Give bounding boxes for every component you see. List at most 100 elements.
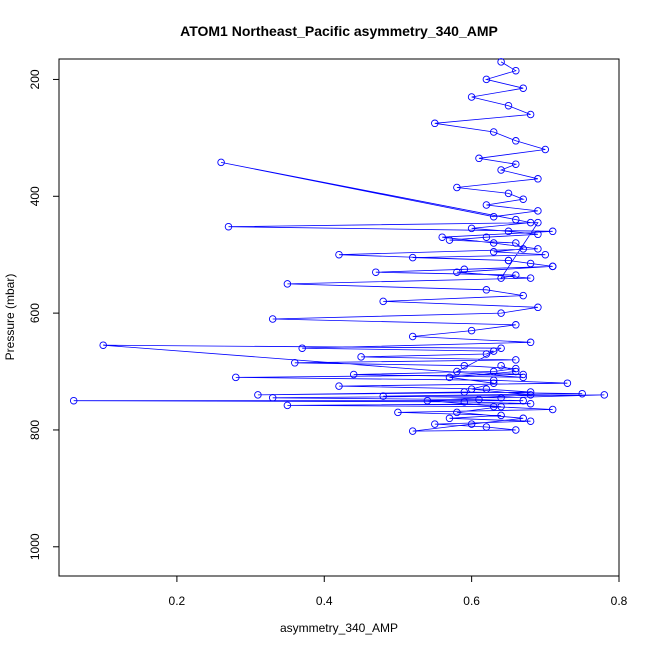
data-point <box>232 373 240 382</box>
data-point <box>497 344 505 352</box>
data-point <box>460 265 469 274</box>
data-point <box>512 364 520 373</box>
data-point <box>283 401 292 410</box>
y-tick-label: 800 <box>28 420 42 440</box>
data-point <box>460 361 469 370</box>
data-point <box>394 408 402 417</box>
data-point <box>519 84 527 92</box>
data-point <box>217 158 225 167</box>
data-point <box>438 233 446 241</box>
data-point <box>497 58 505 66</box>
data-point <box>512 271 520 279</box>
data-point <box>224 222 233 231</box>
data-point <box>489 248 498 256</box>
y-tick-label: 1000 <box>28 533 42 560</box>
data-point <box>541 145 550 154</box>
data-point <box>512 137 520 145</box>
data-point <box>467 224 476 233</box>
data-point <box>497 394 505 402</box>
data-point <box>534 175 542 183</box>
x-tick-label: 0.2 <box>169 594 186 608</box>
data-point <box>467 420 476 428</box>
data-point <box>349 370 358 379</box>
data-point <box>526 110 535 119</box>
data-point <box>504 227 513 236</box>
data-point <box>526 399 535 408</box>
data-point <box>497 309 505 317</box>
data-point <box>482 75 491 84</box>
data-point <box>379 297 387 306</box>
data-point <box>408 253 417 262</box>
data-point <box>512 426 520 434</box>
data-point <box>489 239 498 247</box>
data-point <box>467 93 476 101</box>
data-point <box>512 239 520 247</box>
data-point <box>453 183 461 192</box>
data-point <box>526 391 535 399</box>
data-point <box>482 233 491 241</box>
data-point <box>519 373 527 382</box>
data-point <box>489 379 498 387</box>
data-point <box>460 398 469 406</box>
data-point <box>475 395 483 404</box>
data-point <box>489 402 498 411</box>
data-point <box>460 388 469 396</box>
data-point <box>482 201 491 209</box>
data-point <box>268 315 277 323</box>
y-tick-label: 200 <box>28 69 42 89</box>
data-point <box>357 353 365 361</box>
data-series <box>69 58 609 435</box>
data-point <box>534 207 542 215</box>
data-point <box>372 268 380 276</box>
data-point <box>482 286 491 294</box>
data-point <box>489 367 498 376</box>
data-point <box>298 344 306 352</box>
data-point <box>408 332 417 341</box>
data-point <box>512 66 520 75</box>
y-tick-label: 600 <box>28 303 42 323</box>
data-point <box>519 291 527 300</box>
data-point <box>379 392 387 400</box>
x-tick-label: 0.8 <box>611 594 628 608</box>
data-point <box>519 396 527 405</box>
data-point <box>254 391 262 399</box>
x-axis-label: asymmetry_340_AMP <box>280 621 398 635</box>
data-point <box>519 414 527 423</box>
y-tick-label: 400 <box>28 186 42 206</box>
data-point <box>534 303 542 312</box>
data-point <box>489 347 498 355</box>
data-point <box>482 350 491 358</box>
data-point <box>519 370 527 379</box>
data-point <box>526 388 535 396</box>
data-point <box>578 389 586 398</box>
data-point <box>408 427 417 435</box>
x-tick-label: 0.6 <box>463 594 480 608</box>
data-point <box>504 189 513 198</box>
data-point <box>475 154 483 163</box>
data-point <box>497 274 505 282</box>
data-point <box>335 250 343 259</box>
data-point <box>526 218 535 227</box>
data-point <box>431 420 439 428</box>
data-point <box>504 101 513 110</box>
y-axis-label: Pressure (mbar) <box>3 274 17 361</box>
data-point <box>268 394 277 402</box>
data-point <box>335 382 343 390</box>
data-point <box>512 321 520 329</box>
data-point <box>489 212 498 221</box>
data-point <box>497 361 505 370</box>
data-point <box>489 376 498 385</box>
data-point <box>453 408 461 417</box>
data-point <box>512 160 520 168</box>
data-point <box>548 227 557 236</box>
data-point <box>512 367 520 376</box>
data-point <box>453 367 461 376</box>
data-point <box>534 218 542 227</box>
data-point <box>563 379 572 387</box>
data-point <box>497 411 505 420</box>
data-point <box>453 268 461 276</box>
data-point <box>445 236 454 244</box>
plot-frame <box>58 58 620 577</box>
chart-title: ATOM1 Northeast_Pacific asymmetry_340_AM… <box>180 23 498 39</box>
